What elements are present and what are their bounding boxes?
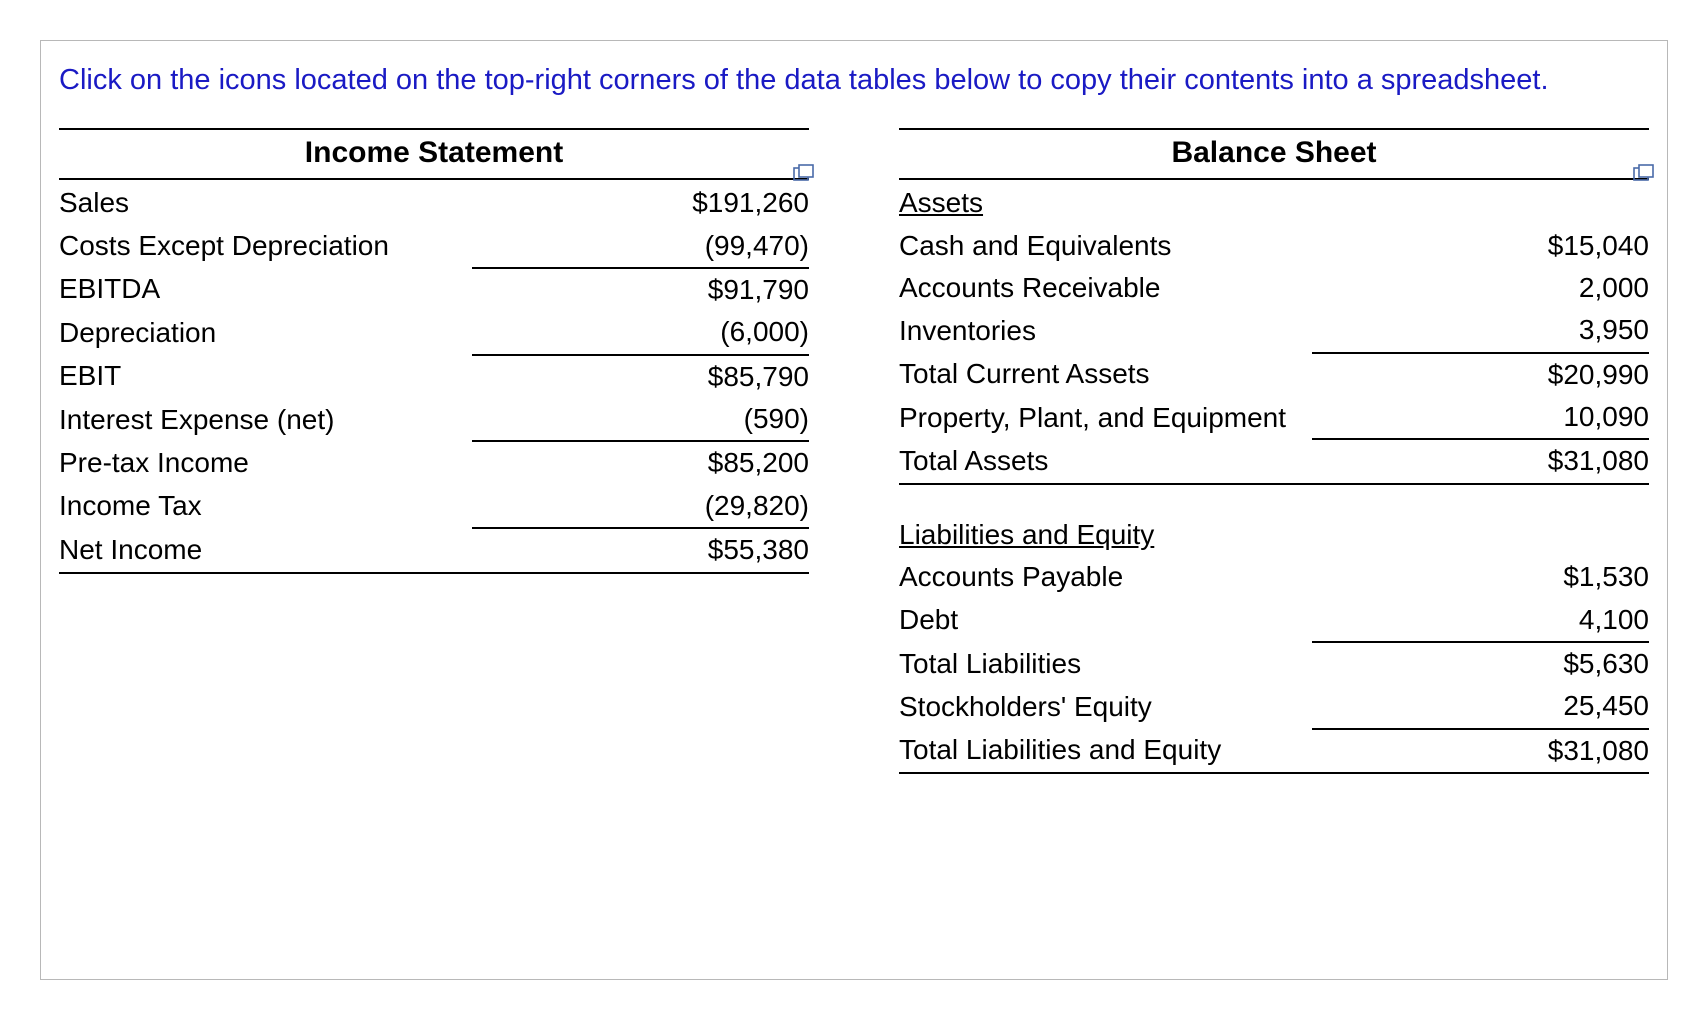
copy-icon[interactable] [1633,164,1655,182]
table-row: Total Liabilities$5,630 [899,642,1649,685]
row-label: Depreciation [59,311,472,354]
row-label: Property, Plant, and Equipment [899,396,1312,439]
content-frame: Click on the icons located on the top-ri… [40,40,1668,980]
row-value: 3,950 [1312,309,1650,352]
row-value: (590) [472,398,810,441]
table-row: Cash and Equivalents$15,040 [899,225,1649,267]
panels-row: Income Statement Sales$191,260Costs Exce… [59,128,1649,774]
income-statement-panel: Income Statement Sales$191,260Costs Exce… [59,128,809,774]
row-label: Debt [899,599,1312,642]
row-value: 4,100 [1312,599,1650,642]
row-value: (6,000) [472,311,810,354]
row-label: EBITDA [59,268,472,311]
row-label: Total Liabilities and Equity [899,729,1312,773]
section-header: Liabilities and Equity [899,514,1649,556]
row-label: Total Current Assets [899,353,1312,396]
table-row: EBIT$85,790 [59,355,809,398]
row-value: $91,790 [472,268,810,311]
balance-sheet-panel: Balance Sheet AssetsCash and Equivalents… [899,128,1649,774]
section-header-row: Liabilities and Equity [899,514,1649,556]
table-row: Stockholders' Equity25,450 [899,685,1649,728]
row-value: $191,260 [472,182,810,224]
row-value: 25,450 [1312,685,1650,728]
row-label: Total Liabilities [899,642,1312,685]
row-label: EBIT [59,355,472,398]
row-value: $31,080 [1312,729,1650,773]
row-value: $85,200 [472,441,810,484]
row-value: $55,380 [472,528,810,572]
row-label: Accounts Receivable [899,267,1312,309]
table-row: Accounts Receivable2,000 [899,267,1649,309]
row-value: (99,470) [472,225,810,268]
row-label: Sales [59,182,472,224]
row-label: Interest Expense (net) [59,398,472,441]
row-label: Income Tax [59,485,472,528]
income-statement-table: Sales$191,260Costs Except Depreciation(9… [59,182,809,574]
row-label: Net Income [59,528,472,572]
row-value: $85,790 [472,355,810,398]
table-row: Income Tax(29,820) [59,485,809,528]
row-value: (29,820) [472,485,810,528]
table-row: Pre-tax Income$85,200 [59,441,809,484]
table-row: Costs Except Depreciation(99,470) [59,225,809,268]
row-value: $1,530 [1312,556,1650,598]
row-value: $5,630 [1312,642,1650,685]
balance-sheet-titlebar: Balance Sheet [899,128,1649,180]
table-row: Depreciation(6,000) [59,311,809,354]
section-header-row: Assets [899,182,1649,224]
table-row: Interest Expense (net)(590) [59,398,809,441]
table-row: Debt4,100 [899,599,1649,642]
table-row: Accounts Payable$1,530 [899,556,1649,598]
table-row: Net Income$55,380 [59,528,809,572]
row-value: $15,040 [1312,225,1650,267]
row-value: $31,080 [1312,439,1650,483]
table-row: Sales$191,260 [59,182,809,224]
table-row: Total Assets$31,080 [899,439,1649,483]
row-label: Costs Except Depreciation [59,225,472,268]
row-value: $20,990 [1312,353,1650,396]
table-row: Inventories3,950 [899,309,1649,352]
table-row: Property, Plant, and Equipment10,090 [899,396,1649,439]
table-row: Total Current Assets$20,990 [899,353,1649,396]
row-label: Stockholders' Equity [899,685,1312,728]
row-value: 10,090 [1312,396,1650,439]
table-row: EBITDA$91,790 [59,268,809,311]
row-value: 2,000 [1312,267,1650,309]
instruction-text: Click on the icons located on the top-ri… [59,61,1649,100]
row-label: Cash and Equivalents [899,225,1312,267]
balance-sheet-table: AssetsCash and Equivalents$15,040Account… [899,182,1649,774]
copy-icon[interactable] [793,164,815,182]
table-row: Total Liabilities and Equity$31,080 [899,729,1649,773]
income-statement-titlebar: Income Statement [59,128,809,180]
row-label: Accounts Payable [899,556,1312,598]
row-label: Inventories [899,309,1312,352]
income-statement-title: Income Statement [59,136,809,170]
row-label: Total Assets [899,439,1312,483]
balance-sheet-title: Balance Sheet [899,136,1649,170]
section-header: Assets [899,182,1649,224]
spacer-row [899,484,1649,514]
row-label: Pre-tax Income [59,441,472,484]
